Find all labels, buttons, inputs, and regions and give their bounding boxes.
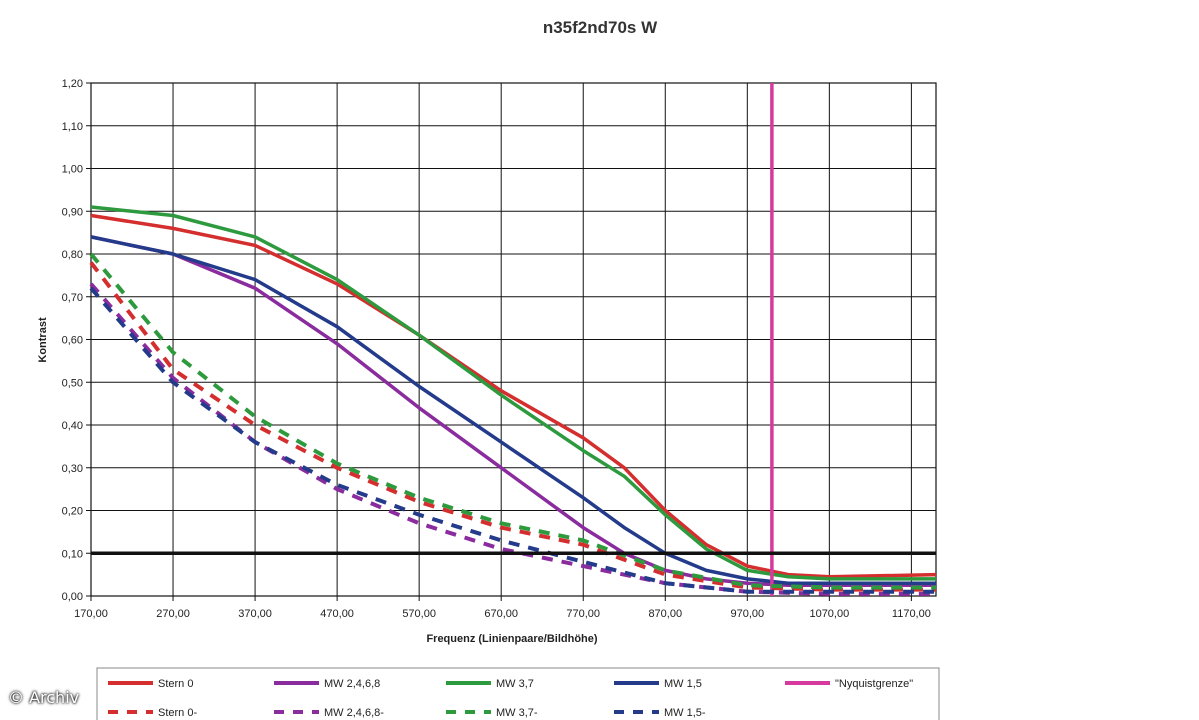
x-tick-label: 170,00 bbox=[74, 608, 108, 620]
legend-label-6: Stern 0- bbox=[158, 707, 197, 719]
y-tick-label: 0,30 bbox=[62, 463, 83, 475]
legend-label-9: MW 1,5- bbox=[664, 707, 706, 719]
legend-label-8: MW 3,7- bbox=[496, 707, 538, 719]
x-axis-label: Frequenz (Linienpaare/Bildhöhe) bbox=[426, 633, 597, 645]
legend-label-4: MW 1,5 bbox=[664, 678, 702, 690]
series-line-6 bbox=[89, 261, 936, 592]
legend-label-1: Stern 0 bbox=[158, 678, 193, 690]
y-tick-label: 1,20 bbox=[62, 78, 83, 90]
copyright-credit: © Archiv bbox=[8, 688, 80, 707]
legend-label-5: "Nyquistgrenze" bbox=[835, 678, 913, 690]
x-axis-ticks: 170,00 270,00 370,00 470,00 570,00 670,00 770,… bbox=[74, 596, 931, 620]
series-line-2 bbox=[90, 235, 936, 588]
y-tick-label: 0,40 bbox=[62, 420, 83, 432]
x-tick-label: 1170,00 bbox=[892, 608, 931, 620]
y-tick-label: 0,70 bbox=[62, 292, 83, 304]
y-tick-label: 0,10 bbox=[62, 548, 83, 560]
y-tick-label: 0,50 bbox=[62, 377, 83, 389]
plot-area bbox=[89, 83, 937, 596]
series-line-8 bbox=[89, 252, 936, 590]
y-tick-label: 0,80 bbox=[62, 249, 83, 261]
x-tick-label: 670,00 bbox=[484, 608, 518, 620]
y-tick-label: 0,60 bbox=[62, 335, 83, 347]
x-tick-label: 370,00 bbox=[238, 608, 272, 620]
y-tick-label: 1,10 bbox=[62, 121, 83, 133]
legend: Stern 0 MW 2,4,6,8 MW 3,7 MW 1,5 "Nyquistgre… bbox=[96, 667, 940, 720]
y-tick-label: 0,90 bbox=[62, 206, 83, 218]
y-axis-ticks: 0,00 0,10 0,20 0,30 0,40 0,50 0,60 0,70 0,80 0,90… bbox=[62, 78, 91, 603]
y-tick-label: 0,00 bbox=[62, 591, 83, 603]
grid bbox=[90, 82, 937, 597]
chart-title: n35f2nd70s W bbox=[543, 18, 658, 37]
legend-label-2: MW 2,4,6,8 bbox=[324, 678, 380, 690]
legend-box bbox=[96, 667, 940, 720]
series-line-3 bbox=[90, 205, 936, 581]
y-tick-label: 0,20 bbox=[62, 506, 83, 518]
x-tick-label: 570,00 bbox=[402, 608, 436, 620]
series-line-1 bbox=[90, 213, 937, 579]
y-axis-label: Kontrast bbox=[37, 317, 49, 363]
legend-label-7: MW 2,4,6,8- bbox=[324, 707, 384, 719]
x-tick-label: 470,00 bbox=[320, 608, 354, 620]
series-line-4 bbox=[90, 235, 936, 585]
x-tick-label: 1070,00 bbox=[809, 608, 849, 620]
x-tick-label: 270,00 bbox=[156, 608, 190, 620]
x-tick-label: 970,00 bbox=[730, 608, 764, 620]
x-tick-label: 870,00 bbox=[648, 608, 682, 620]
legend-label-3: MW 3,7 bbox=[496, 678, 534, 690]
y-tick-label: 1,00 bbox=[62, 164, 83, 176]
x-tick-label: 770,00 bbox=[566, 608, 600, 620]
